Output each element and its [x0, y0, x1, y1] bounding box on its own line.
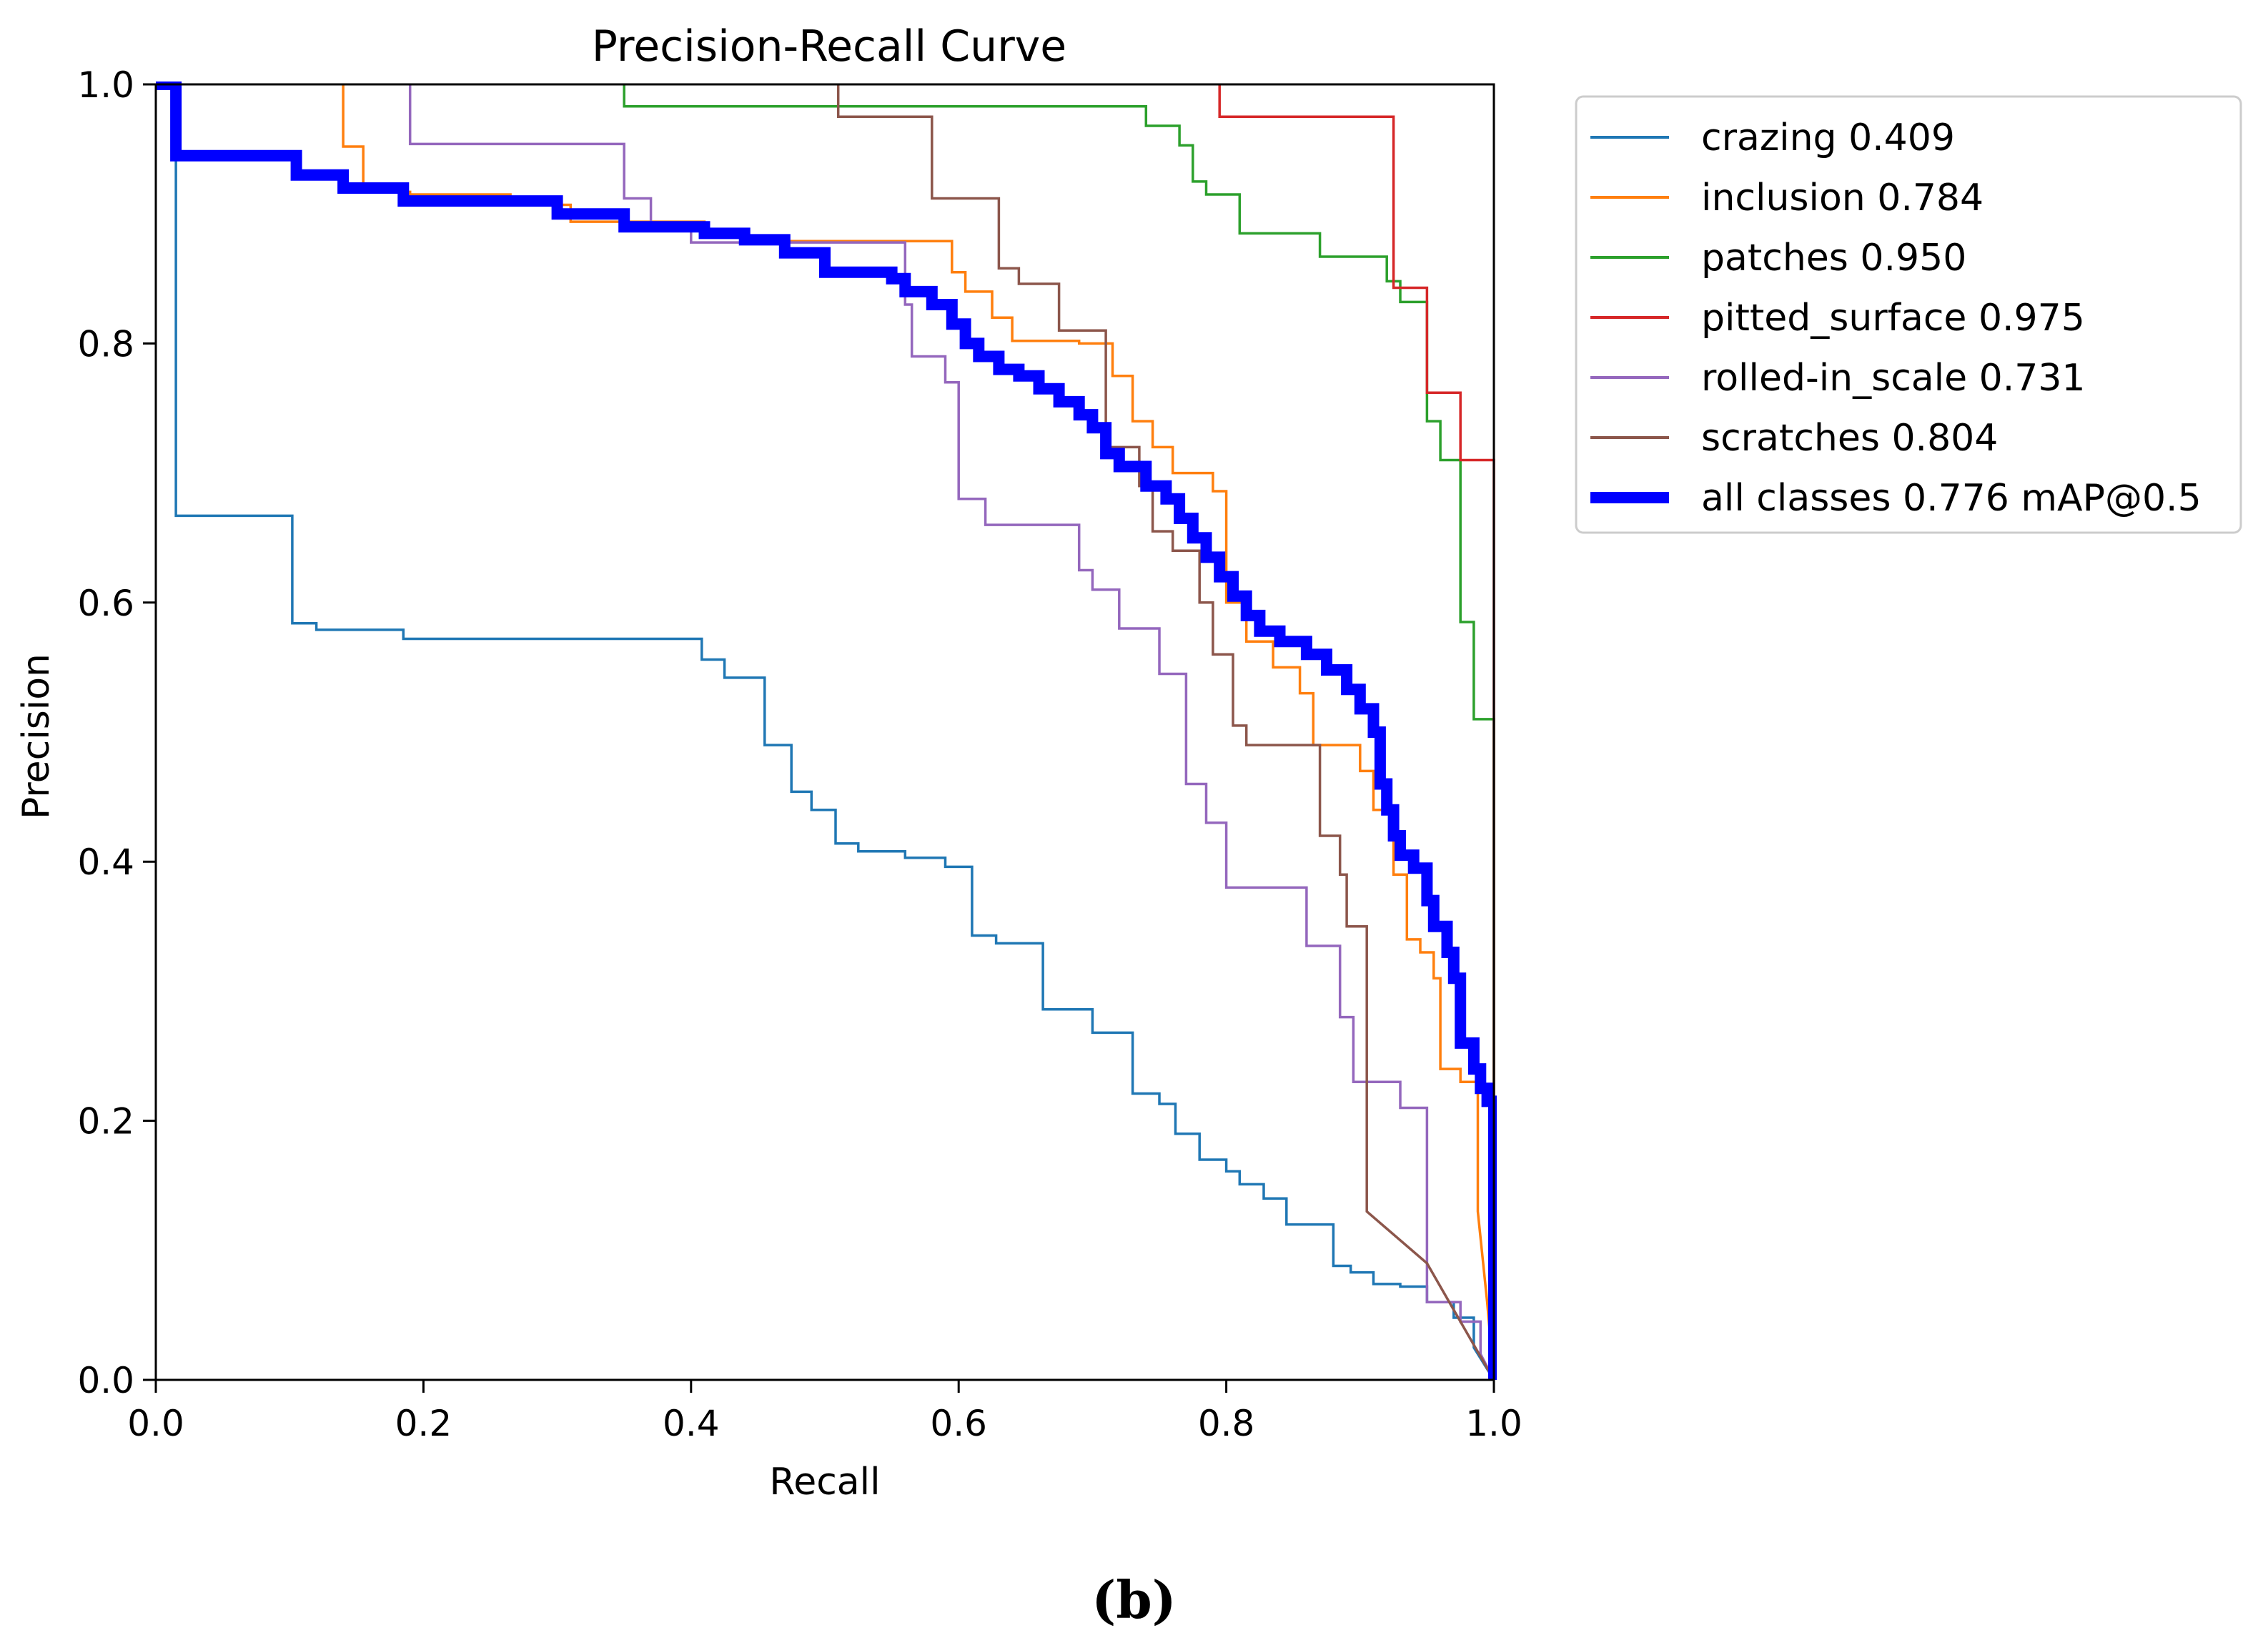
series-layer [156, 82, 1497, 1381]
chart-title: Precision-Recall Curve [592, 21, 1066, 71]
series-line-scratches [836, 84, 1495, 1381]
legend-label: rolled-in_scale 0.731 [1701, 357, 2086, 400]
series-line-all [156, 82, 1497, 1380]
y-tick-label: 0.8 [77, 323, 134, 365]
legend-items: crazing 0.409 inclusion 0.784 patches 0.95… [1590, 117, 2202, 520]
x-tick-label: 0.8 [1198, 1403, 1255, 1444]
plot-area: 0.0 0.2 0.4 0.6 0.8 1.0 0.0 0.2 0.4 0.6 0.8 1.0 [77, 64, 1522, 1444]
legend-frame [1575, 95, 2242, 534]
y-axis-ticks: 0.0 0.2 0.4 0.6 0.8 1.0 [77, 64, 156, 1401]
legend-label: inclusion 0.784 [1701, 177, 1984, 219]
axes-frame [154, 83, 1495, 1381]
legend-label: all classes 0.776 mAP@0.5 [1701, 477, 2202, 520]
x-axis-label: Recall [769, 1461, 880, 1504]
x-tick-label: 0.2 [395, 1403, 452, 1444]
legend-label: scratches 0.804 [1701, 417, 1998, 460]
legend-label: pitted_surface 0.975 [1701, 297, 2085, 340]
x-tick-label: 0.4 [663, 1403, 720, 1444]
y-tick-label: 0.6 [77, 583, 134, 624]
x-axis-ticks: 0.0 0.2 0.4 0.6 0.8 1.0 [127, 1380, 1522, 1444]
x-tick-label: 1.0 [1465, 1403, 1522, 1444]
y-tick-label: 0.0 [77, 1360, 134, 1401]
series-line-pitted_surface [1218, 84, 1495, 1380]
series-line-crazing [156, 83, 1495, 1381]
y-axis-label: Precision [15, 653, 58, 819]
x-tick-label: 0.6 [930, 1403, 987, 1444]
series-line-rolled-in_scale [408, 84, 1495, 1381]
series-line-patches [623, 84, 1495, 1380]
y-tick-label: 0.2 [77, 1101, 134, 1143]
x-tick-label: 0.0 [127, 1403, 184, 1444]
legend-label: patches 0.950 [1701, 237, 1966, 280]
y-tick-label: 0.4 [77, 842, 134, 883]
y-tick-label: 1.0 [77, 64, 134, 106]
legend-label: crazing 0.409 [1701, 117, 1955, 159]
panel-label: (b) [1091, 1569, 1177, 1630]
legend: crazing 0.409 inclusion 0.784 patches 0.95… [1575, 95, 2242, 534]
